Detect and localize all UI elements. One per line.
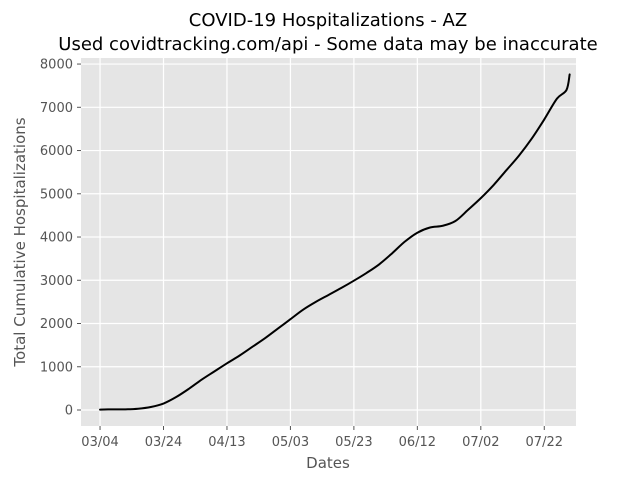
y-tick-label: 8000 bbox=[40, 58, 73, 73]
x-axis-label: Dates bbox=[306, 454, 350, 472]
chart-title: COVID-19 Hospitalizations - AZ bbox=[189, 10, 467, 31]
x-tick-label: 05/23 bbox=[335, 435, 372, 450]
chart-subtitle: Used covidtracking.com/api - Some data m… bbox=[58, 34, 597, 55]
y-tick-label: 3000 bbox=[40, 274, 73, 289]
y-tick-label: 1000 bbox=[40, 360, 73, 375]
x-tick-label: 07/02 bbox=[462, 435, 499, 450]
y-tick-label: 5000 bbox=[40, 187, 73, 202]
series-line bbox=[99, 73, 571, 411]
x-tick-label: 04/13 bbox=[208, 435, 245, 450]
y-tick-label: 7000 bbox=[40, 101, 73, 116]
x-tick-label: 07/22 bbox=[526, 435, 563, 450]
x-axis-ticks: 03/04 03/24 04/13 05/03 05/23 06/12 07/02 07/22 bbox=[81, 426, 563, 450]
x-tick-label: 05/03 bbox=[272, 435, 309, 450]
y-axis-label: Total Cumulative Hospitalizations bbox=[11, 117, 29, 367]
y-tick-label: 0 bbox=[65, 404, 73, 419]
series-group bbox=[99, 73, 571, 411]
y-axis-ticks: 0 1000 2000 3000 4000 5000 6000 7000 8000 bbox=[40, 58, 81, 419]
plot-area bbox=[81, 58, 576, 426]
y-tick-label: 2000 bbox=[40, 317, 73, 332]
x-tick-label: 03/04 bbox=[81, 435, 118, 450]
y-tick-label: 6000 bbox=[40, 144, 73, 159]
x-tick-label: 03/24 bbox=[145, 435, 182, 450]
y-tick-label: 4000 bbox=[40, 231, 73, 246]
x-tick-label: 06/12 bbox=[399, 435, 436, 450]
